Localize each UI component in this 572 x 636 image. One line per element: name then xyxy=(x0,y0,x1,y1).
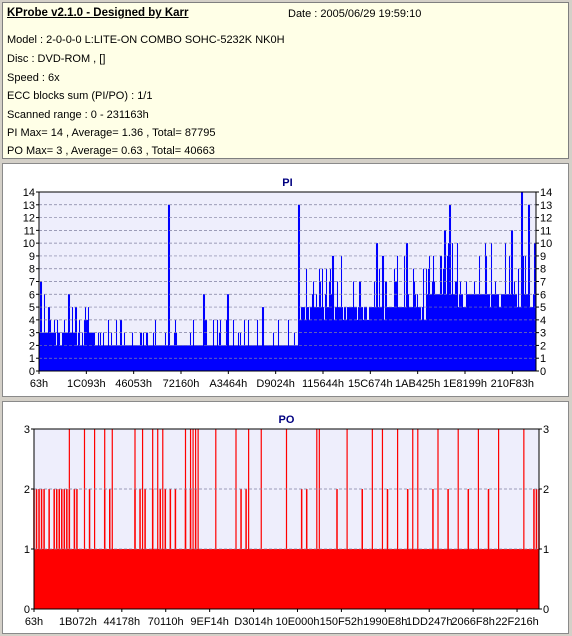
speed-line: Speed : 6x xyxy=(7,72,60,84)
y-tick-label-right: 14 xyxy=(540,187,552,199)
y-tick-label-left: 12 xyxy=(23,213,35,225)
x-tick-label: 150F52h xyxy=(320,616,363,628)
x-tick-label: 22F216h xyxy=(495,616,538,628)
y-tick-label-left: 8 xyxy=(29,264,35,276)
x-tick-label: 2066F8h xyxy=(451,616,494,628)
x-tick-label: 1AB425h xyxy=(395,378,440,390)
y-tick-label-right: 2 xyxy=(543,484,549,496)
y-tick-label-right: 0 xyxy=(543,604,549,616)
y-tick-label-right: 8 xyxy=(540,264,546,276)
y-tick-label-left: 0 xyxy=(29,366,35,378)
x-tick-label: 1DD247h xyxy=(406,616,452,628)
chart-title: PO xyxy=(279,414,295,426)
x-tick-label: 210F83h xyxy=(491,378,534,390)
y-tick-label-right: 3 xyxy=(540,328,546,340)
plot-frame xyxy=(33,428,540,610)
scanned-range-line: Scanned range : 0 - 231163h xyxy=(7,109,149,121)
y-tick-label-left: 10 xyxy=(23,238,35,250)
y-tick-label-right: 10 xyxy=(540,238,552,250)
y-tick-label-right: 13 xyxy=(540,200,552,212)
y-tick-label-right: 1 xyxy=(543,544,549,556)
y-tick-label-left: 14 xyxy=(23,187,35,199)
y-tick-label-right: 9 xyxy=(540,251,546,263)
y-tick-label-left: 13 xyxy=(23,200,35,212)
x-tick-label: 46053h xyxy=(115,378,152,390)
info-panel: KProbe v2.1.0 - Designed by Karr Date : … xyxy=(2,2,569,159)
y-tick-label-right: 11 xyxy=(540,225,551,237)
po-chart-panel: 0 0 1 1 2 2 3 3 63h 1B072h 44178h 70110h 9EF14h D3014… xyxy=(2,401,569,634)
y-tick-label-left: 11 xyxy=(24,225,35,237)
po-base-area xyxy=(34,549,539,609)
x-tick-label: 63h xyxy=(25,616,43,628)
y-tick-label-right: 0 xyxy=(540,366,546,378)
y-tick-label-left: 1 xyxy=(29,353,35,365)
x-tick-label: 115644h xyxy=(302,378,344,390)
x-tick-label: 44178h xyxy=(103,616,140,628)
y-tick-label-right: 4 xyxy=(540,315,546,327)
x-tick-label: 1E8199h xyxy=(443,378,487,390)
x-tick-label: D3014h xyxy=(234,616,273,628)
y-tick-label-left: 5 xyxy=(29,302,35,314)
y-tick-label-right: 12 xyxy=(540,213,552,225)
x-tick-label: 1B072h xyxy=(59,616,97,628)
x-tick-label: A3464h xyxy=(209,378,247,390)
y-tick-label-left: 1 xyxy=(24,544,30,556)
x-tick-label: 63h xyxy=(30,378,48,390)
y-tick-label-left: 7 xyxy=(29,277,35,289)
pi-summary-line: PI Max= 14 , Average= 1.36 , Total= 8779… xyxy=(7,127,216,139)
x-tick-label: 1990E8h xyxy=(363,616,407,628)
y-tick-label-right: 7 xyxy=(540,277,546,289)
y-tick-label-left: 3 xyxy=(29,328,35,340)
y-tick-label-left: 6 xyxy=(29,289,35,301)
x-tick-label: 70110h xyxy=(148,616,184,628)
y-tick-label-left: 0 xyxy=(24,604,30,616)
ecc-line: ECC blocks sum (PI/PO) : 1/1 xyxy=(7,90,153,102)
x-tick-label: 10E000h xyxy=(275,616,319,628)
y-tick-label-left: 9 xyxy=(29,251,35,263)
y-tick-label-right: 5 xyxy=(540,302,546,314)
y-tick-label-left: 2 xyxy=(29,340,35,352)
pi-chart-panel: 0 0 1 1 2 2 3 3 4 4 5 5 6 6 7 7 8 8 9 9 10 10 11 11 12 12 13 13 14 14… xyxy=(2,163,569,397)
x-tick-label: 9EF14h xyxy=(190,616,229,628)
y-tick-label-left: 4 xyxy=(29,315,35,327)
x-tick-label: 1C093h xyxy=(67,378,106,390)
x-tick-label: D9024h xyxy=(256,378,295,390)
y-tick-label-right: 2 xyxy=(540,340,546,352)
app-title: KProbe v2.1.0 - Designed by Karr xyxy=(7,7,189,19)
x-tick-label: 15C674h xyxy=(348,378,393,390)
scan-date: Date : 2005/06/29 19:59:10 xyxy=(288,8,422,20)
x-tick-label: 72160h xyxy=(163,378,200,390)
y-tick-label-right: 3 xyxy=(543,424,549,436)
po-summary-line: PO Max= 3 , Average= 0.63 , Total= 40663 xyxy=(7,145,215,157)
model-line: Model : 2-0-0-0 L:LITE-ON COMBO SOHC-523… xyxy=(7,34,285,46)
y-tick-label-left: 2 xyxy=(24,484,30,496)
chart-title: PI xyxy=(282,177,292,189)
po-chart: 0 0 1 1 2 2 3 3 63h 1B072h 44178h 70110h 9EF14h D3014… xyxy=(24,414,549,628)
disc-line: Disc : DVD-ROM , [] xyxy=(7,53,106,65)
y-tick-label-right: 6 xyxy=(540,289,546,301)
y-tick-label-right: 1 xyxy=(540,353,546,365)
y-tick-label-left: 3 xyxy=(24,424,30,436)
